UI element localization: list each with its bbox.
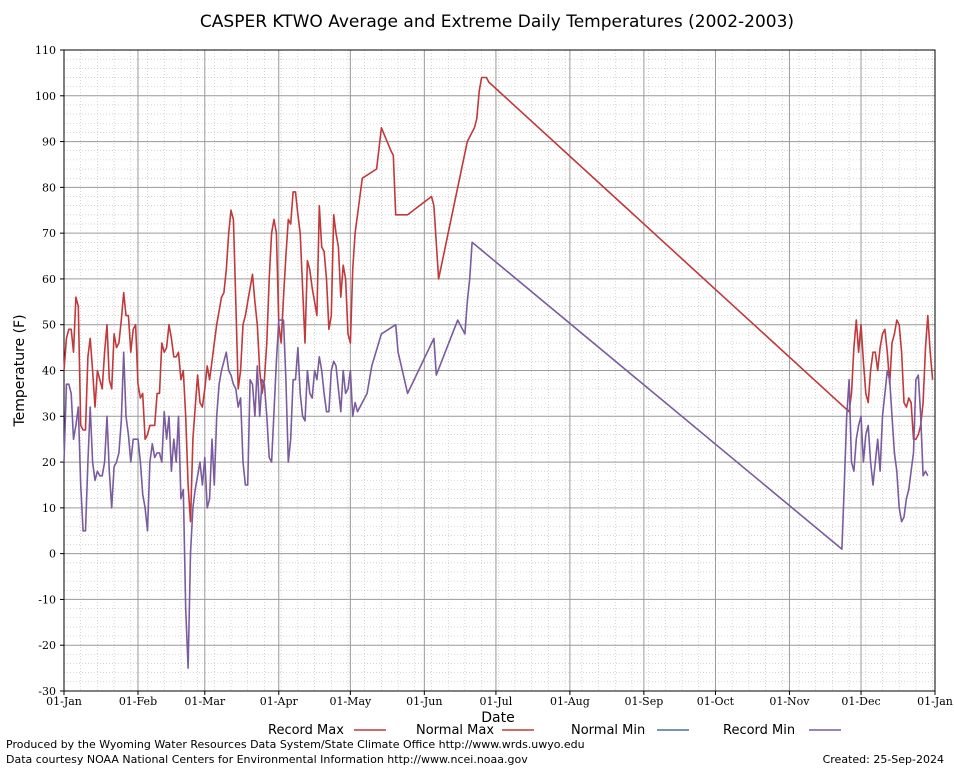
x-tick-label: 01-Jun — [406, 695, 442, 708]
y-tick-label: 50 — [42, 319, 56, 332]
x-tick-label: 01-May — [329, 695, 372, 708]
credit-data-source: Data courtesy NOAA National Centers for … — [6, 753, 528, 766]
legend-label: Normal Min — [571, 723, 645, 738]
y-tick-label: 100 — [35, 90, 56, 103]
x-tick-label: 01-Dec — [841, 695, 880, 708]
y-tick-label: -30 — [38, 685, 56, 698]
chart-title: CASPER KTWO Average and Extreme Daily Te… — [200, 12, 794, 32]
legend-label: Normal Max — [416, 723, 494, 738]
x-tick-label: 01-Aug — [550, 695, 590, 708]
x-tick-label: 01-Apr — [260, 695, 299, 708]
y-axis-label: Temperature (F) — [12, 314, 28, 427]
y-tick-label: 0 — [49, 548, 56, 561]
y-tick-label: 80 — [42, 181, 56, 194]
x-tick-label: 01-Feb — [119, 695, 157, 708]
y-tick-label: 110 — [35, 44, 56, 57]
y-tick-label: 60 — [42, 273, 56, 286]
x-tick-label: 01-Jan — [46, 695, 82, 708]
legend-label: Record Min — [723, 723, 795, 738]
credit-producer: Produced by the Wyoming Water Resources … — [6, 738, 585, 751]
x-tick-label: 01-Sep — [624, 695, 663, 708]
y-tick-label: -20 — [38, 639, 56, 652]
legend: Record Max Normal Max Normal Min Record Min — [268, 723, 841, 738]
y-tick-label: 30 — [42, 410, 56, 423]
x-tick-label: 01-Nov — [769, 695, 810, 708]
x-tick-label: 01-Jul — [480, 695, 513, 708]
series-line-record-min — [63, 241, 929, 669]
x-axis-label: Date — [481, 710, 514, 726]
y-tick-label: 90 — [42, 136, 56, 149]
y-tick-label: 20 — [42, 456, 56, 469]
created-date: Created: 25-Sep-2024 — [822, 753, 944, 766]
x-tick-label: 01-Jan — [917, 695, 953, 708]
y-tick-label: -10 — [38, 593, 56, 606]
y-tick-label: 70 — [42, 227, 56, 240]
legend-label: Record Max — [268, 723, 344, 738]
y-tick-label: 40 — [42, 365, 56, 378]
x-tick-label: 01-Mar — [184, 695, 226, 708]
x-tick-label: 01-Oct — [697, 695, 735, 708]
series-line-record-max — [63, 76, 934, 523]
y-tick-label: 10 — [42, 502, 56, 515]
